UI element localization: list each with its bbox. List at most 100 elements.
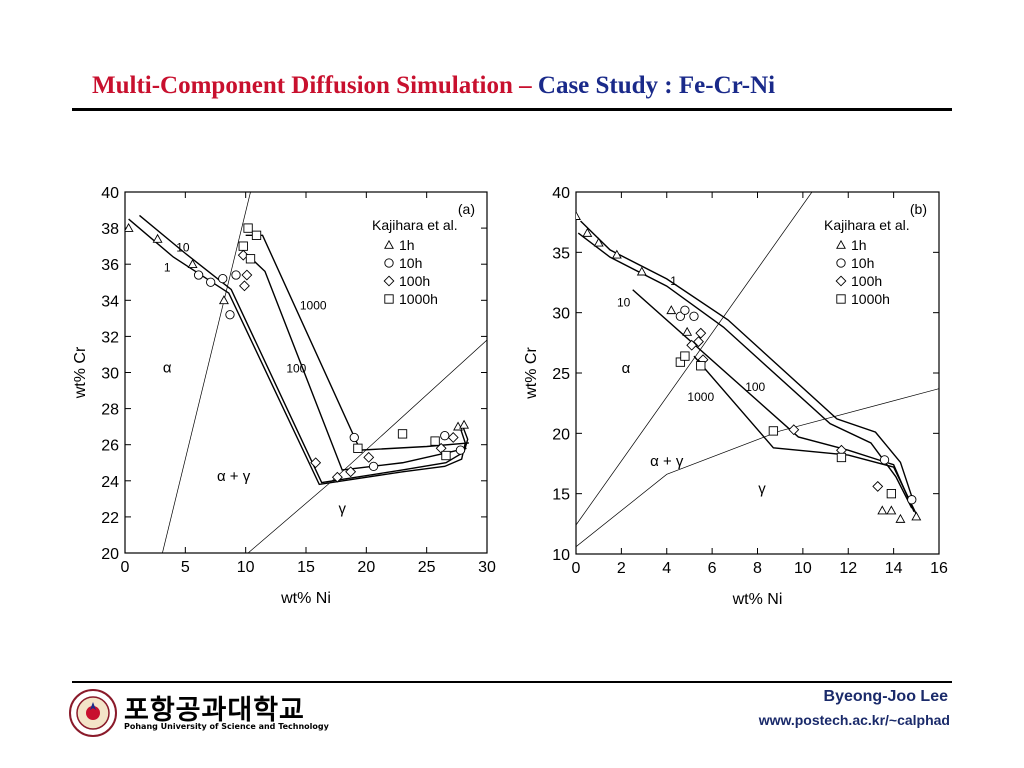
title-underline (72, 108, 952, 111)
triangle-marker (125, 222, 134, 232)
title-part1: Multi-Component Diffusion Simulation – (92, 72, 532, 99)
triangle-marker (886, 505, 897, 515)
series-label-1: 1 (164, 260, 171, 274)
author-name: Byeong-Joo Lee (823, 688, 948, 705)
diamond-marker (363, 451, 375, 463)
circle-marker (879, 455, 890, 465)
chart-a: 0 5 10 15 20 25 30 20 22 24 26 28 30 32 34 36 38 40 wt% Ni… (72, 185, 496, 607)
y-tick-label: 36 (101, 257, 119, 274)
y-tick-label: 22 (101, 510, 119, 527)
triangle-marker (877, 505, 888, 515)
x-tick-label: 8 (753, 560, 762, 577)
legend-label: 10h (399, 255, 422, 271)
circle-marker (368, 461, 379, 472)
plot-area: 1 10 100 1000 α α + γ γ (125, 192, 487, 553)
university-name-english: Pohang University of Science and Technol… (124, 722, 329, 731)
circle-marker (349, 432, 359, 443)
footer-rule (72, 681, 952, 683)
phase-boundary (576, 192, 813, 526)
circle-marker (455, 445, 466, 455)
y-tick-label: 38 (101, 221, 119, 238)
legend-label: 1h (851, 237, 867, 253)
slide-title: Multi-Component Diffusion Simulation – C… (92, 72, 775, 100)
square-marker (680, 351, 690, 361)
x-axis-label: wt% Ni (280, 590, 331, 607)
diamond-marker (788, 424, 800, 436)
circle-marker (440, 431, 450, 441)
diffusion-path-1000 (245, 234, 469, 451)
phase-boundary (247, 339, 487, 553)
series-label-100: 100 (745, 380, 765, 394)
diffusion-path-100 (251, 258, 467, 471)
diffusion-path-10 (577, 232, 913, 509)
circle-marker (689, 311, 699, 321)
legend-label: 1h (399, 237, 415, 253)
y-tick-label: 10 (552, 547, 570, 564)
phase-boundary (162, 192, 251, 553)
y-tick-label: 34 (101, 293, 119, 310)
y-tick-label: 40 (101, 185, 119, 202)
y-tick-label: 28 (101, 402, 119, 419)
region-label: α (622, 360, 631, 377)
triangle-marker (152, 233, 163, 243)
legend-square-marker (836, 294, 846, 304)
title-part2: Case Study : Fe-Cr-Ni (531, 72, 776, 99)
diamond-marker (686, 339, 698, 351)
panel-label: (b) (910, 201, 927, 217)
legend-square-marker (384, 294, 394, 304)
circle-marker (907, 495, 917, 505)
series-label-1000: 1000 (300, 298, 327, 312)
y-tick-label: 26 (101, 438, 119, 455)
triangle-marker (593, 237, 604, 247)
legend-label: 10h (851, 255, 874, 271)
y-tick-label: 25 (552, 366, 570, 383)
circle-marker (218, 273, 228, 284)
triangle-marker (459, 419, 470, 429)
region-label: α + γ (217, 468, 251, 485)
square-marker (243, 223, 253, 233)
region-label: γ (758, 481, 766, 498)
x-tick-label: 10 (237, 559, 255, 576)
triangle-marker (218, 295, 229, 305)
circle-marker (231, 270, 241, 280)
triangle-marker (911, 511, 922, 521)
diffusion-path-100 (632, 289, 915, 513)
y-tick-label: 30 (101, 366, 119, 383)
diamond-marker (695, 327, 707, 339)
series-label-10: 10 (176, 241, 190, 255)
x-tick-label: 20 (357, 559, 375, 576)
triangle-marker (611, 249, 622, 259)
legend-label: 100h (399, 273, 430, 289)
series-label-1: 1 (670, 274, 677, 288)
x-tick-label: 12 (839, 560, 857, 577)
triangle-marker (576, 211, 581, 220)
y-tick-label: 40 (552, 185, 570, 202)
x-tick-label: 6 (708, 560, 717, 577)
triangle-marker (682, 326, 693, 336)
diamond-marker (435, 442, 447, 454)
diamond-marker (447, 432, 459, 443)
plot-area: 1 10 100 1000 α α + γ γ (576, 192, 939, 548)
author-url[interactable]: www.postech.ac.kr/~calphad (758, 712, 950, 728)
region-label: γ (338, 500, 346, 517)
triangle-marker (666, 305, 677, 315)
square-marker (441, 450, 451, 461)
diffusion-path-1000 (693, 355, 917, 515)
x-tick-label: 10 (794, 560, 812, 577)
y-tick-label: 24 (101, 474, 119, 491)
x-tick-label: 2 (617, 560, 626, 577)
diamond-marker (239, 280, 250, 292)
circle-marker (206, 277, 216, 287)
diamond-marker (345, 466, 357, 478)
y-axis-label: wt% Cr (72, 346, 89, 399)
region-label: α (163, 360, 172, 377)
y-tick-label: 30 (552, 306, 570, 323)
x-tick-label: 25 (418, 559, 436, 576)
series-label-1000: 1000 (687, 390, 714, 404)
legend-circle-marker (836, 258, 846, 268)
y-tick-label: 20 (101, 546, 119, 563)
triangle-marker (895, 513, 906, 523)
series-label-100: 100 (286, 362, 306, 376)
legend-diamond-marker (383, 275, 395, 287)
diamond-marker (872, 480, 884, 492)
